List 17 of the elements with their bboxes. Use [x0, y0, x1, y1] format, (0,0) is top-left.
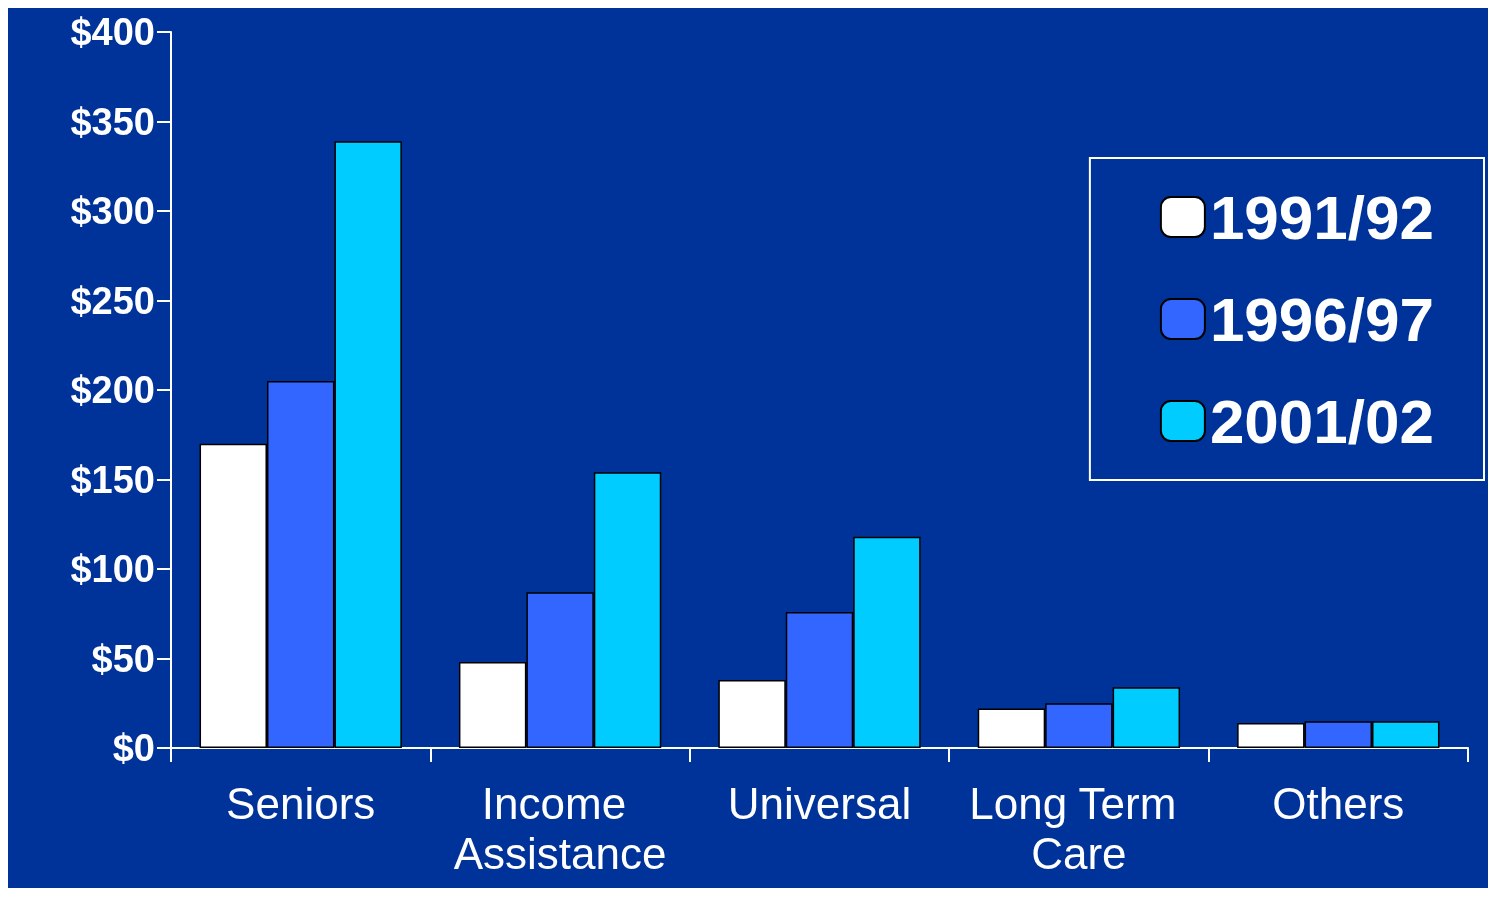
x-tick-label: Universal: [727, 778, 912, 828]
y-tick-label: $400: [70, 11, 155, 53]
y-tick-label: $250: [70, 279, 155, 322]
legend-label: 1996/97: [1209, 284, 1435, 354]
legend-label: 1991/92: [1209, 182, 1435, 252]
y-tick-label: $100: [70, 548, 155, 590]
y-tick-label: $150: [70, 458, 155, 501]
y-tick-label: $350: [70, 100, 155, 143]
y-tick-label: $0: [112, 727, 155, 769]
x-tick-label: Seniors: [226, 778, 376, 828]
x-tick-label: Income Assistance: [453, 778, 667, 878]
legend-label: 2001/02: [1209, 386, 1435, 456]
y-tick-label: $50: [91, 637, 155, 680]
y-tick-label: $200: [70, 369, 155, 411]
x-tick-label: Others: [1272, 778, 1405, 828]
y-tick-label: $300: [70, 190, 155, 232]
x-tick-label: Long Term Care: [969, 778, 1189, 878]
